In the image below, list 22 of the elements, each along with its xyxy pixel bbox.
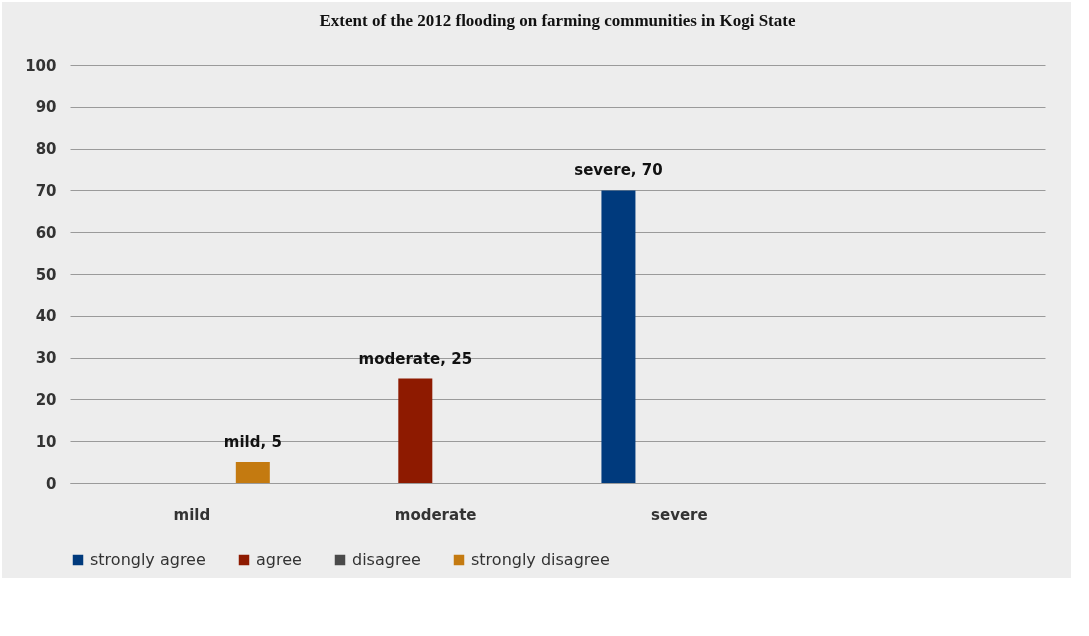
legend-label: strongly agree <box>90 550 206 569</box>
y-tick-label: 10 <box>35 432 57 451</box>
y-tick-label: 20 <box>35 390 57 409</box>
y-tick-label: 90 <box>35 98 57 117</box>
chart-title: Extent of the 2012 flooding on farming communities in Kogi State <box>319 11 796 30</box>
legend-label: strongly disagree <box>471 550 610 569</box>
y-tick-label: 100 <box>25 56 57 75</box>
data-label: mild, 5 <box>223 433 282 452</box>
x-tick-label: mild <box>173 505 211 524</box>
y-tick-label: 70 <box>35 181 57 200</box>
y-tick-label: 0 <box>46 474 57 493</box>
legend-label: agree <box>256 550 302 569</box>
y-tick-label: 80 <box>35 140 57 159</box>
data-label: severe, 70 <box>574 161 663 180</box>
x-tick-label: severe <box>651 505 708 524</box>
y-tick-label: 40 <box>35 307 57 326</box>
y-tick-label: 30 <box>35 349 57 368</box>
data-label: moderate, 25 <box>358 349 473 368</box>
y-tick-label: 60 <box>35 223 57 242</box>
x-tick-label: moderate <box>394 505 477 524</box>
y-tick-label: 50 <box>35 265 57 284</box>
legend-label: disagree <box>352 550 421 569</box>
